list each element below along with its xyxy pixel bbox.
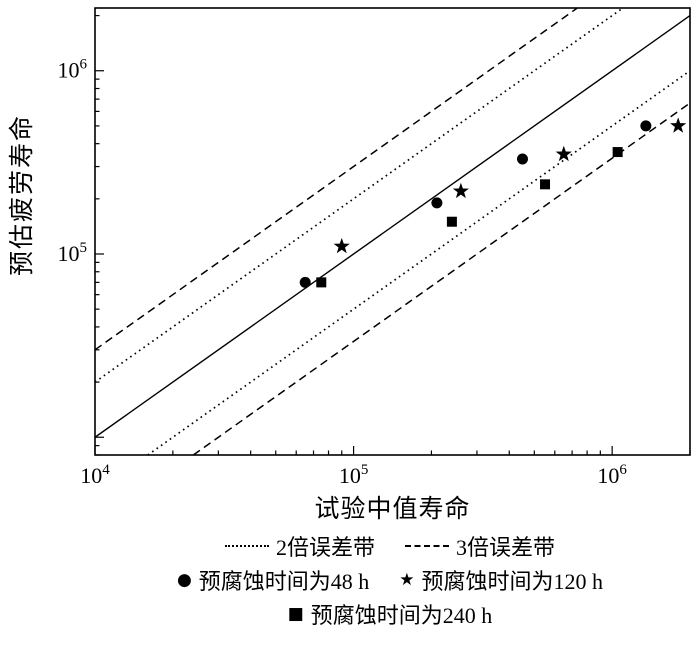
data-point-square-240h [316, 277, 327, 288]
data-point-square-240h [446, 216, 457, 227]
legend-item-120h: ★ 预腐蚀时间为120 h [399, 564, 603, 596]
y-tick-label: 106 [58, 57, 88, 83]
legend-item-2x-error-band: 2倍误差带 [224, 530, 375, 562]
x-tick-label: 105 [339, 462, 369, 488]
legend-row-series-2: ■ 预腐蚀时间为240 h [288, 598, 493, 630]
x-axis-label: 试验中值寿命 [314, 495, 470, 523]
legend-item-3x-error-band: 3倍误差带 [405, 530, 555, 562]
data-point-star-120h [452, 182, 469, 199]
x-tick-label: 106 [597, 462, 627, 488]
legend-label-120h: 预腐蚀时间为120 h [421, 569, 604, 594]
x-tick-label: 104 [80, 462, 110, 488]
legend-label-3x-error-band: 3倍误差带 [456, 535, 556, 560]
legend-item-240h: ■ 预腐蚀时间为240 h [288, 598, 493, 630]
scatter-plot: 104 105 106 105 106 试验中值寿命 预估疲劳寿命 [8, 7, 691, 523]
data-point-square-240h [612, 147, 623, 158]
data-point-circle-48h [640, 120, 652, 132]
legend-item-48h: ● 预腐蚀时间为48 h [177, 564, 369, 596]
data-point-square-240h [540, 179, 551, 190]
legend-row-bands: 2倍误差带 3倍误差带 [224, 530, 555, 562]
plot-border [94, 7, 691, 456]
ref-line-2x-upper [94, 7, 624, 383]
dashed-line-sample [405, 545, 449, 547]
legend-label-2x-error-band: 2倍误差带 [275, 535, 375, 560]
data-point-star-120h [555, 145, 572, 162]
dotted-line-sample [224, 545, 269, 547]
legend-label-48h: 预腐蚀时间为48 h [198, 569, 370, 594]
ref-line-3x-upper [94, 7, 578, 351]
data-point-star-120h [670, 117, 687, 133]
circle-marker-icon: ● [176, 569, 192, 590]
square-marker-icon: ■ [287, 603, 304, 624]
ref-line-equality [94, 15, 691, 438]
chart-legend: 2倍误差带 3倍误差带 ● 预腐蚀时间为48 h ★ 预腐蚀时间为120 h ■… [0, 530, 700, 630]
data-point-circle-48h [431, 197, 443, 209]
star-marker-icon: ★ [399, 569, 415, 590]
legend-label-240h: 预腐蚀时间为240 h [310, 603, 493, 628]
data-point-circle-48h [299, 276, 311, 288]
ref-line-3x-lower [192, 102, 691, 456]
legend-row-series-1: ● 预腐蚀时间为48 h ★ 预腐蚀时间为120 h [177, 564, 603, 596]
y-axis-label: 预估疲劳寿命 [8, 114, 36, 276]
ref-line-2x-lower [147, 70, 691, 456]
data-point-circle-48h [516, 153, 528, 165]
y-tick-label: 105 [58, 240, 88, 266]
data-point-star-120h [333, 237, 350, 254]
